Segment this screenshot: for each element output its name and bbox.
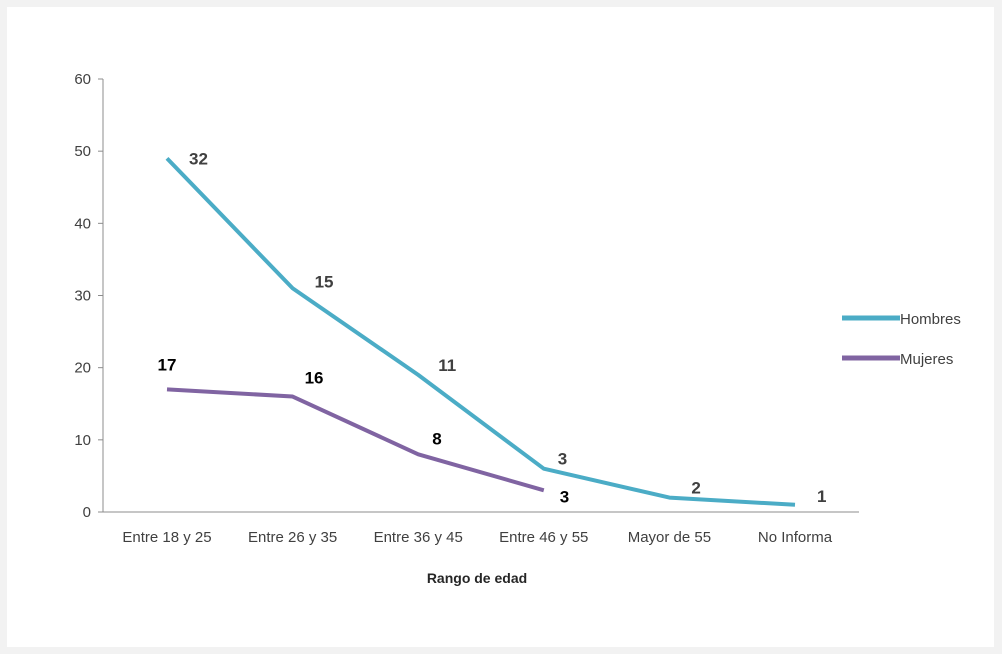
- data-label: 2: [691, 479, 700, 498]
- legend-label-hombres: Hombres: [900, 311, 961, 328]
- line-chart: 0 10 20 30 40 50 60 Entre 18 y 25 Entre 26 y 35 E…: [74, 71, 961, 586]
- y-tick-label: 60: [74, 71, 91, 88]
- y-tick-label: 0: [83, 504, 91, 521]
- x-tick-label: Entre 26 y 35: [248, 529, 337, 546]
- data-label: 17: [158, 355, 177, 374]
- series-line-hombres: [165, 156, 796, 507]
- chart-area: 0 10 20 30 40 50 60 Entre 18 y 25 Entre 26 y 35 E…: [7, 7, 994, 647]
- x-tick-label: No Informa: [758, 529, 833, 546]
- y-tick-label: 30: [74, 288, 91, 305]
- x-tick-label: Entre 46 y 55: [499, 529, 588, 546]
- y-tick-label: 40: [74, 215, 91, 232]
- data-label: 11: [438, 356, 456, 375]
- y-tick-label: 50: [74, 143, 91, 160]
- series-line-mujeres: [166, 387, 545, 493]
- data-label: 15: [315, 272, 334, 291]
- y-tick-label: 20: [74, 360, 91, 377]
- legend-label-mujeres: Mujeres: [900, 351, 953, 368]
- data-label: 32: [189, 149, 208, 168]
- x-tick-label: Entre 18 y 25: [122, 529, 211, 546]
- data-label: 3: [560, 487, 569, 506]
- x-tick-label: Entre 36 y 45: [374, 529, 463, 546]
- data-label: 8: [432, 429, 441, 448]
- x-tick-label: Mayor de 55: [628, 529, 711, 546]
- data-label: 1: [817, 487, 826, 506]
- data-label: 16: [305, 369, 324, 388]
- data-label: 3: [558, 450, 567, 469]
- y-tick-label: 10: [74, 432, 91, 449]
- x-axis-title: Rango de edad: [427, 570, 527, 586]
